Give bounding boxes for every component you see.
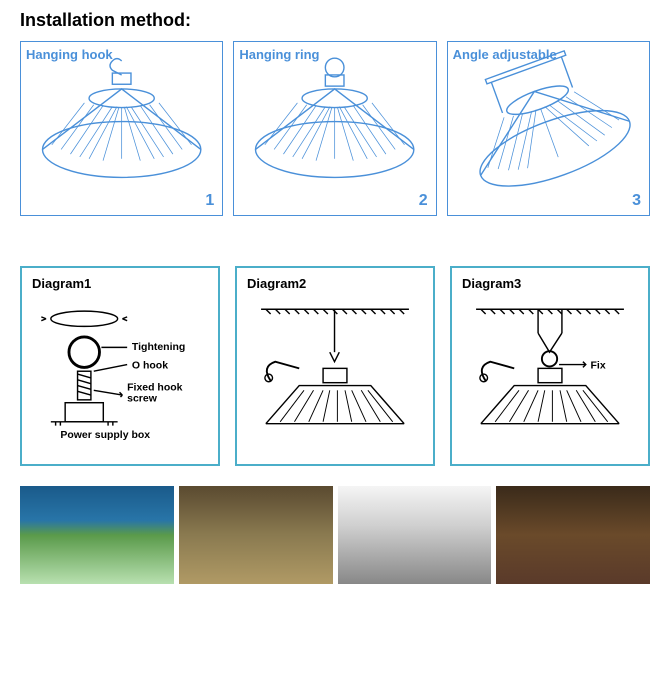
label-o-hook: O hook xyxy=(132,360,168,371)
diagram-illustration-3: Fix xyxy=(457,296,643,456)
diagram-illustration-1: Tightening O hook Fixed hook screw Power… xyxy=(27,296,213,456)
installation-methods-row: Hanging hook xyxy=(20,41,650,216)
diagrams-row: Diagram1 Tightening O hook Fixed hook xyxy=(20,266,650,466)
diagram-title: Diagram3 xyxy=(462,276,643,291)
diagram-card-1: Diagram1 Tightening O hook Fixed hook xyxy=(20,266,220,466)
label-fixed-hook: Fixed hook xyxy=(127,382,183,393)
method-illustration-ring xyxy=(239,47,430,210)
label-fix: Fix xyxy=(591,360,606,371)
label-tightening: Tightening xyxy=(132,342,185,353)
photo-retail-store xyxy=(496,486,650,584)
method-label: Hanging ring xyxy=(239,47,319,62)
label-power-supply-box: Power supply box xyxy=(60,430,150,441)
diagram-card-3: Diagram3 xyxy=(450,266,650,466)
method-number: 2 xyxy=(419,192,428,210)
method-illustration-hook xyxy=(26,47,217,210)
method-number: 3 xyxy=(632,192,641,210)
method-number: 1 xyxy=(205,192,214,210)
photo-food-buffet xyxy=(179,486,333,584)
method-card-hanging-hook: Hanging hook xyxy=(20,41,223,216)
method-label: Angle adjustable xyxy=(453,47,557,62)
photo-warehouse-ceiling xyxy=(338,486,492,584)
method-illustration-angle xyxy=(453,47,644,210)
diagram-title: Diagram1 xyxy=(32,276,213,291)
method-card-hanging-ring: Hanging ring xyxy=(233,41,436,216)
label-screw: screw xyxy=(127,394,158,405)
photo-indoor-sports-arena xyxy=(20,486,174,584)
method-label: Hanging hook xyxy=(26,47,113,62)
diagram-illustration-2 xyxy=(242,296,428,456)
page-title: Installation method: xyxy=(20,10,650,31)
diagram-title: Diagram2 xyxy=(247,276,428,291)
diagram-card-2: Diagram2 xyxy=(235,266,435,466)
method-card-angle-adjustable: Angle adjustable xyxy=(447,41,650,216)
application-photos-row xyxy=(20,486,650,584)
